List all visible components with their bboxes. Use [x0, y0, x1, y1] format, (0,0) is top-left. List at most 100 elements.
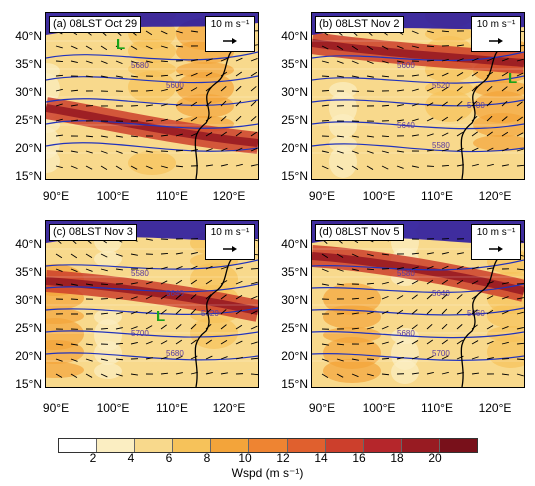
wind-vector: [220, 309, 227, 315]
wind-vector: [516, 373, 524, 377]
wind-vector: [115, 297, 123, 300]
wind-vector: [381, 373, 390, 376]
wind-vector: [486, 115, 493, 122]
wind-vector: [190, 371, 198, 375]
wind-vector: [175, 102, 183, 107]
wind-shade: [142, 342, 180, 366]
wind-vector: [441, 279, 449, 285]
wind-vector: [336, 373, 344, 378]
wind-vector: [55, 253, 63, 259]
wind-vector: [235, 131, 242, 137]
wind-vector: [250, 57, 258, 62]
lat-label: 25°N: [281, 113, 308, 127]
wind-vector: [235, 147, 243, 152]
colorbar-tick: 14: [314, 451, 328, 465]
wind-vector: [336, 75, 344, 78]
wind-vector: [381, 341, 389, 345]
wind-vector: [130, 75, 138, 78]
wind-vector: [381, 45, 389, 50]
wind-vector: [115, 150, 123, 154]
lon-label: 110°E: [421, 189, 453, 203]
wind-vector: [190, 101, 198, 107]
wind-vector: [130, 373, 138, 376]
arrow-icon: [489, 246, 503, 252]
wind-vector: [160, 280, 168, 285]
wind-vector: [100, 75, 108, 78]
lat-label: 30°N: [281, 85, 308, 99]
wind-vector: [516, 116, 524, 122]
wind-vector: [456, 339, 464, 345]
wind-shade: [142, 252, 180, 268]
wind-vector: [381, 135, 390, 138]
coastline: [194, 250, 242, 387]
wind-vector: [381, 357, 390, 360]
wind-vector: [220, 115, 227, 122]
wind-vector: [471, 115, 478, 122]
wind-vector: [235, 100, 242, 107]
wind-vector: [351, 45, 359, 51]
wind-vector: [70, 89, 79, 92]
wind-vector: [250, 147, 258, 152]
wind-vector: [55, 358, 63, 362]
wind-shade: [391, 338, 419, 370]
wind-vector: [396, 267, 404, 270]
wind-vector: [70, 119, 79, 122]
wind-vector: [100, 268, 108, 272]
wind-vector: [456, 44, 464, 47]
wind-vector: [381, 60, 389, 64]
wind-vector: [321, 253, 329, 259]
wind-vector: [220, 71, 228, 77]
wind-vector: [486, 281, 494, 285]
wind-vector: [411, 340, 419, 345]
wind-vector: [175, 355, 183, 360]
wind-vector: [235, 85, 242, 92]
jet-core: [46, 277, 258, 315]
wind-vector: [486, 309, 494, 315]
wind-vector: [175, 73, 183, 77]
wind-vector: [441, 371, 449, 375]
wind-vector: [336, 358, 344, 362]
wind-vector: [70, 343, 78, 346]
wind-vector: [250, 357, 258, 360]
wind-vector: [145, 150, 153, 153]
wind-vector: [516, 297, 524, 300]
wind-vector: [426, 30, 434, 34]
geopotential-contour: [46, 352, 258, 361]
wind-vector: [396, 104, 404, 107]
wind-vector: [190, 323, 197, 330]
wind-vector: [396, 356, 404, 360]
lat-label: 35°N: [281, 265, 308, 279]
arrow-icon: [223, 38, 237, 44]
wind-vector: [501, 131, 509, 137]
wind-vector: [426, 149, 434, 152]
wind-vector: [456, 372, 464, 375]
wind-vector: [100, 312, 109, 315]
wind-vector: [456, 324, 463, 330]
wind-vector: [486, 131, 493, 137]
wind-vector: [411, 324, 418, 330]
wind-vector: [351, 135, 359, 138]
wind-vector: [100, 253, 108, 258]
wind-vector: [190, 293, 197, 300]
wind-vector: [456, 265, 464, 270]
wind-vector: [366, 326, 374, 330]
geopotential-contour: [46, 142, 258, 152]
arrow-icon: [489, 38, 503, 44]
wind-vector: [55, 45, 63, 49]
contour-label: 5700: [131, 329, 149, 338]
wind-vector: [516, 358, 524, 361]
wind-vector: [175, 30, 183, 34]
wind-vector: [235, 71, 243, 77]
wind-vector: [220, 147, 228, 152]
wind-vector: [411, 165, 419, 168]
wind-vector: [516, 311, 524, 315]
wind-vector: [471, 280, 479, 285]
wind-vector: [321, 45, 329, 50]
wind-vector: [70, 45, 78, 50]
geopotential-contour: [46, 120, 258, 129]
wind-vector: [321, 119, 330, 122]
wind-vector: [486, 71, 494, 77]
wind-vector: [55, 118, 63, 122]
wind-vector: [456, 147, 464, 152]
wind-vector: [115, 311, 123, 315]
